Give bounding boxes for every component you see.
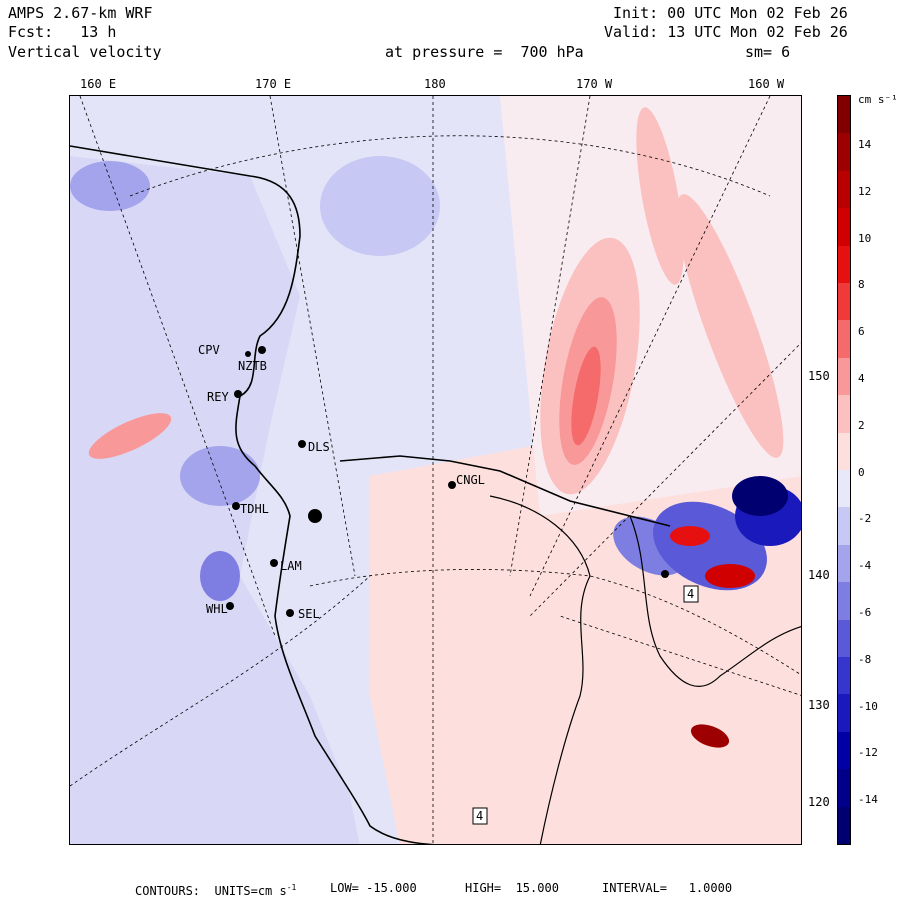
lon-label-160e: 160 E [80,77,117,91]
colorbar-segment [838,582,850,621]
station-cpv: CPV [198,343,220,357]
colorbar-segment [838,245,850,284]
colorbar-tick-label: -12 [858,746,878,760]
colorbar-segment [838,806,850,845]
lat-label-120w: 120 W [808,795,845,809]
field-name: Vertical velocity [8,43,162,61]
station-rey: REY [207,390,229,404]
colorbar-segment [838,96,850,134]
colorbar-segment [838,544,850,583]
station-sel: SEL [298,607,320,621]
colorbar-segment [838,357,850,396]
footer-low: LOW= -15.000 [330,881,417,895]
lon-label-160w: 160 W [748,77,785,91]
colorbar-segment [838,470,850,508]
forecast-hour: Fcst: 13 h [8,23,117,41]
colorbar-segment [838,170,850,209]
station-nztb: NZTB [238,359,267,373]
colorbar-tick-label: -6 [858,606,872,619]
colorbar-segment [838,657,850,695]
colorbar-tick-label: 6 [858,325,865,339]
colorbar-tick-label: 0 [858,465,865,479]
colorbar-segment [838,208,850,247]
valid-time: Valid: 13 UTC Mon 02 Feb 26 [604,23,848,41]
footer-unit-exponent: -1 [286,883,297,892]
lon-label-170e: 170 E [255,77,292,91]
map-marker-1: 4 [687,587,695,601]
colorbar-unit: cm s⁻¹ [858,93,898,106]
lon-label-170w: 170 W [576,77,613,91]
colorbar-tick-label: 2 [858,418,865,432]
colorbar-tick-label: 14 [858,138,872,151]
colorbar-segment [838,395,850,434]
station-dls: DLS [308,440,330,454]
colorbar-segment [838,320,850,359]
colorbar-segment [838,432,850,471]
pressure-level: at pressure = 700 hPa [385,43,584,61]
station-cngl: CNGL [456,473,485,487]
lat-label-130w: 130 W [808,698,845,712]
lat-label-150w: 150 W [808,369,845,383]
colorbar-segment [838,619,850,658]
footer-units: CONTOURS: UNITS=cm s [135,884,287,898]
colorbar-tick-label: -14 [858,793,878,807]
colorbar-tick-label: 4 [858,372,865,385]
colorbar-segment [838,694,850,733]
map-marker-2: 4 [476,809,484,823]
colorbar-segment [838,731,850,770]
colorbar-tick-label: 10 [858,231,872,245]
colorbar [837,95,851,845]
station-tdhl: TDHL [240,502,269,516]
vertical-velocity-map [70,96,801,844]
map-panel: CPV NZTB REY DLS CNGL TDHL LAM WHL SEL 4… [69,95,802,845]
colorbar-segment [838,283,850,321]
colorbar-segment [838,133,850,172]
colorbar-segment [838,507,850,546]
colorbar-tick-label: -4 [858,559,872,573]
station-whl: WHL [206,602,228,616]
footer-high: HIGH= 15.000 [465,881,559,895]
model-title: AMPS 2.67-km WRF [8,4,153,22]
colorbar-tick-label: 12 [858,184,872,198]
footer-contours: CONTOURS: UNITS=cm s-1 [135,880,296,899]
colorbar-tick-label: -8 [858,652,872,666]
colorbar-tick-label: 8 [858,278,865,292]
colorbar-tick-label: -2 [858,512,872,526]
lon-label-180: 180 [424,77,446,91]
colorbar-segment [838,769,850,808]
lat-label-140w: 140 W [808,568,845,582]
init-time: Init: 00 UTC Mon 02 Feb 26 [613,4,848,22]
footer-interval: INTERVAL= 1.0000 [602,881,733,895]
colorbar-tick-label: -10 [858,699,878,713]
station-lam: LAM [280,559,302,573]
smoothing: sm= 6 [745,43,791,61]
